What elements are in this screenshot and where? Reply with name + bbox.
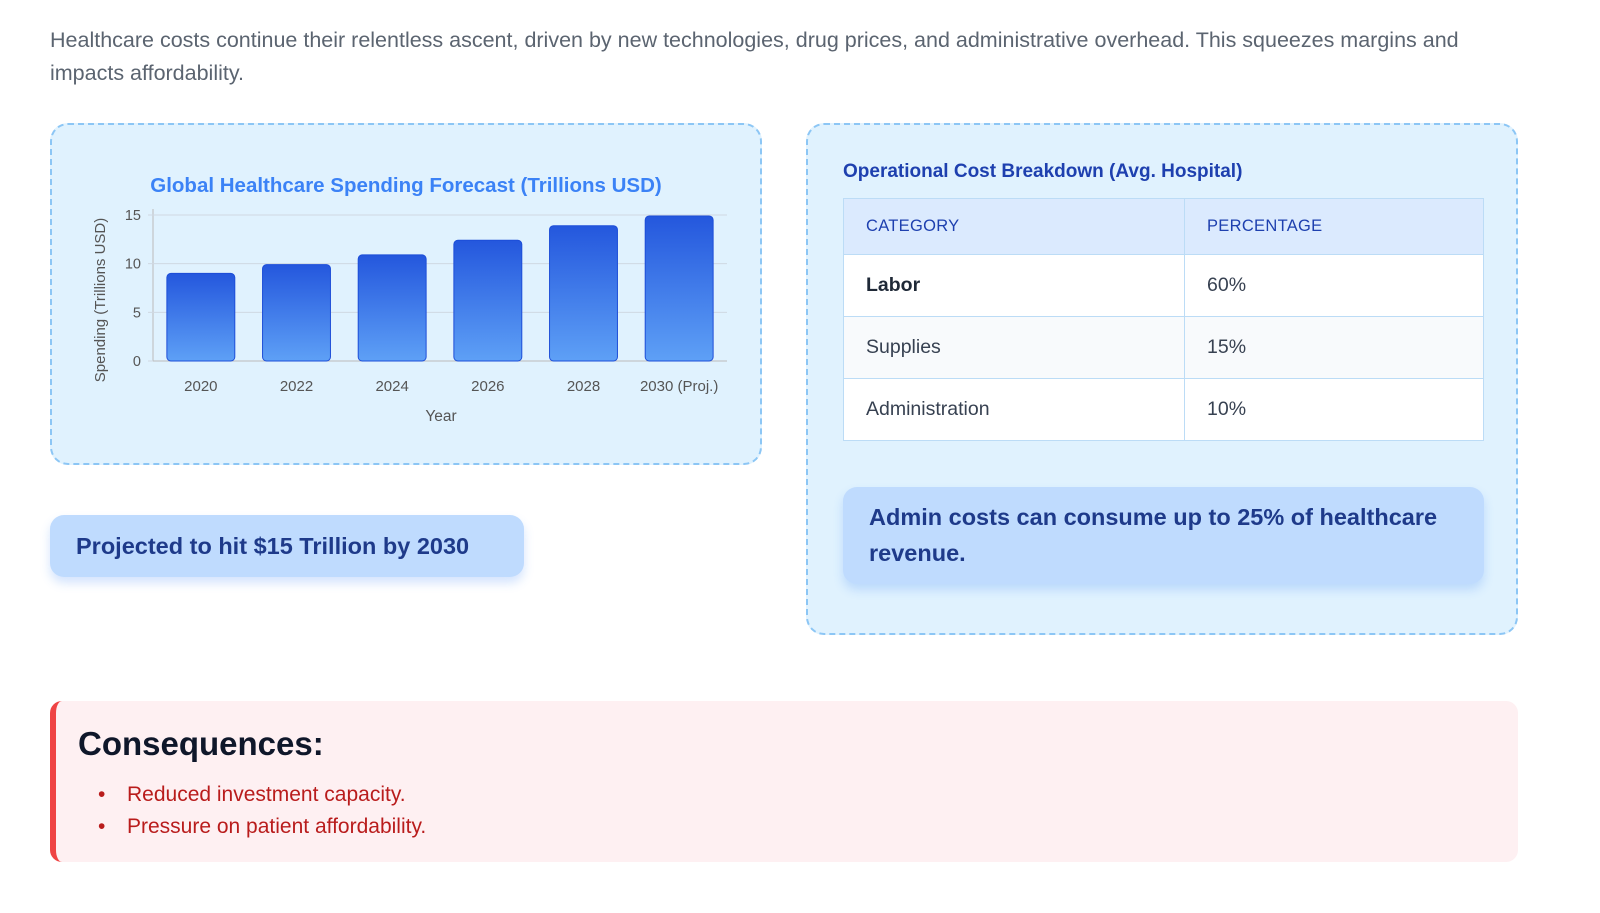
y-tick-label: 10 xyxy=(125,257,141,273)
x-tick-label: 2020 xyxy=(184,378,217,395)
percentage-cell: 10% xyxy=(1184,378,1484,441)
list-item-text: Reduced investment capacity. xyxy=(127,783,406,806)
x-tick-label: 2022 xyxy=(280,378,313,395)
bar-2024 xyxy=(357,254,427,362)
bar-2020 xyxy=(166,272,236,362)
x-tick-label: 2024 xyxy=(375,378,408,395)
x-axis-label: Year xyxy=(425,408,456,425)
bullet-icon: • xyxy=(98,783,106,806)
projection-callout: Projected to hit $15 Trillion by 2030 xyxy=(50,515,524,577)
list-item: • Pressure on patient affordability. xyxy=(98,811,427,843)
table-row: Labor 60% xyxy=(843,254,1484,317)
table-title: Operational Cost Breakdown (Avg. Hospita… xyxy=(843,161,1243,182)
table-panel: Operational Cost Breakdown (Avg. Hospita… xyxy=(806,123,1518,635)
x-tick-label: 2030 (Proj.) xyxy=(640,378,718,395)
y-tick-label: 15 xyxy=(125,208,141,224)
y-tick-label: 0 xyxy=(133,354,141,370)
y-axis-label: Spending (Trillions USD) xyxy=(92,218,109,383)
consequences-box: Consequences: • Reduced investment capac… xyxy=(50,701,1518,862)
list-item: • Reduced investment capacity. xyxy=(98,779,426,811)
category-cell: Administration xyxy=(843,378,1185,441)
percentage-cell: 60% xyxy=(1184,254,1484,317)
spending-bar-chart: Global Healthcare Spending Forecast (Tri… xyxy=(92,174,727,425)
category-cell: Supplies xyxy=(843,316,1185,379)
consequences-list: • Reduced investment capacity. • Pressur… xyxy=(98,779,427,843)
intro-paragraph: Healthcare costs continue their relentle… xyxy=(50,28,1459,85)
consequences-title: Consequences: xyxy=(78,725,324,762)
bullet-icon: • xyxy=(98,815,106,838)
bar-2022 xyxy=(262,264,331,362)
column-header-percentage: PERCENTAGE xyxy=(1184,198,1484,255)
bar-2028 xyxy=(549,225,618,362)
x-tick-label: 2026 xyxy=(471,378,504,395)
table-row: Supplies 15% xyxy=(843,316,1484,379)
admin-cost-callout: Admin costs can consume up to 25% of hea… xyxy=(843,487,1484,584)
list-item-text: Pressure on patient affordability. xyxy=(127,815,427,838)
chart-panel: Global Healthcare Spending Forecast (Tri… xyxy=(50,123,762,465)
column-header-category: CATEGORY xyxy=(843,198,1185,255)
cost-breakdown-table: CATEGORY PERCENTAGE Labor 60% Supplies 1… xyxy=(843,198,1484,441)
category-cell: Labor xyxy=(843,254,1185,317)
y-tick-label: 5 xyxy=(133,305,141,321)
x-tick-label: 2028 xyxy=(567,378,600,395)
bar-2030-proj xyxy=(644,215,714,362)
table-header-row: CATEGORY PERCENTAGE xyxy=(843,198,1484,255)
table-row: Administration 10% xyxy=(843,378,1484,441)
bar-2026 xyxy=(453,239,523,362)
chart-title: Global Healthcare Spending Forecast (Tri… xyxy=(150,174,661,197)
percentage-cell: 15% xyxy=(1184,316,1484,379)
